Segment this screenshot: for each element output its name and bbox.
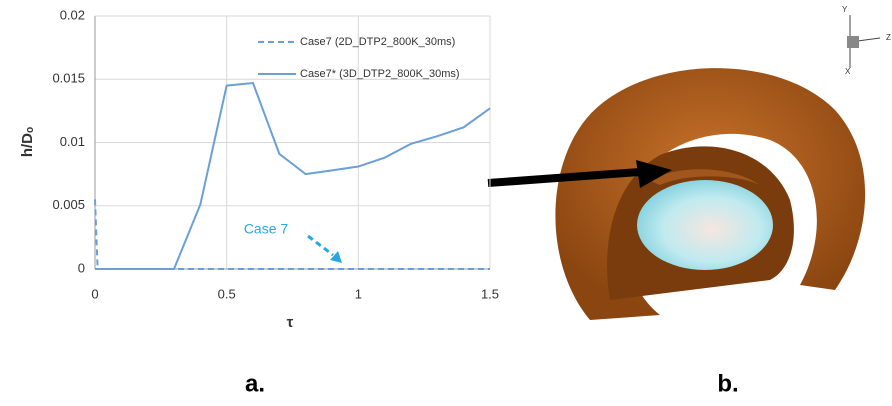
y-tick-label: 0.01 (60, 134, 85, 149)
legend-label: Case7* (3D_DTP2_800K_30ms) (300, 68, 460, 80)
x-tick-label: 1.5 (481, 286, 499, 301)
x-tick-label: 0.5 (218, 286, 236, 301)
panel-label: b. (717, 370, 738, 397)
y-tick-label: 0.005 (52, 197, 85, 212)
y-tick-label: 0.02 (60, 7, 85, 22)
annotation: Case 7 (244, 221, 289, 237)
series-line (95, 81, 491, 270)
x-tick-label: 1 (355, 286, 362, 301)
panel-label: a. (245, 370, 265, 397)
y-axis-label: h/Dₒ (19, 127, 36, 157)
annotation-arrowhead (330, 251, 342, 263)
legend-label: Case7 (2D_DTP2_800K_30ms) (300, 36, 455, 48)
render-image (555, 68, 866, 321)
triad-label: Z (886, 33, 891, 42)
annotation-arrow (307, 234, 334, 257)
triad-label: X (845, 67, 851, 76)
triad (847, 15, 881, 68)
arrowhead (636, 160, 672, 188)
x-axis-label: τ (287, 314, 294, 331)
y-tick-label: 0 (78, 260, 85, 275)
triad-label: Y (842, 5, 848, 14)
x-tick-label: 0 (91, 286, 98, 301)
arrow (487, 168, 641, 187)
series-line (94, 199, 490, 270)
y-tick-label: 0.015 (52, 71, 85, 86)
